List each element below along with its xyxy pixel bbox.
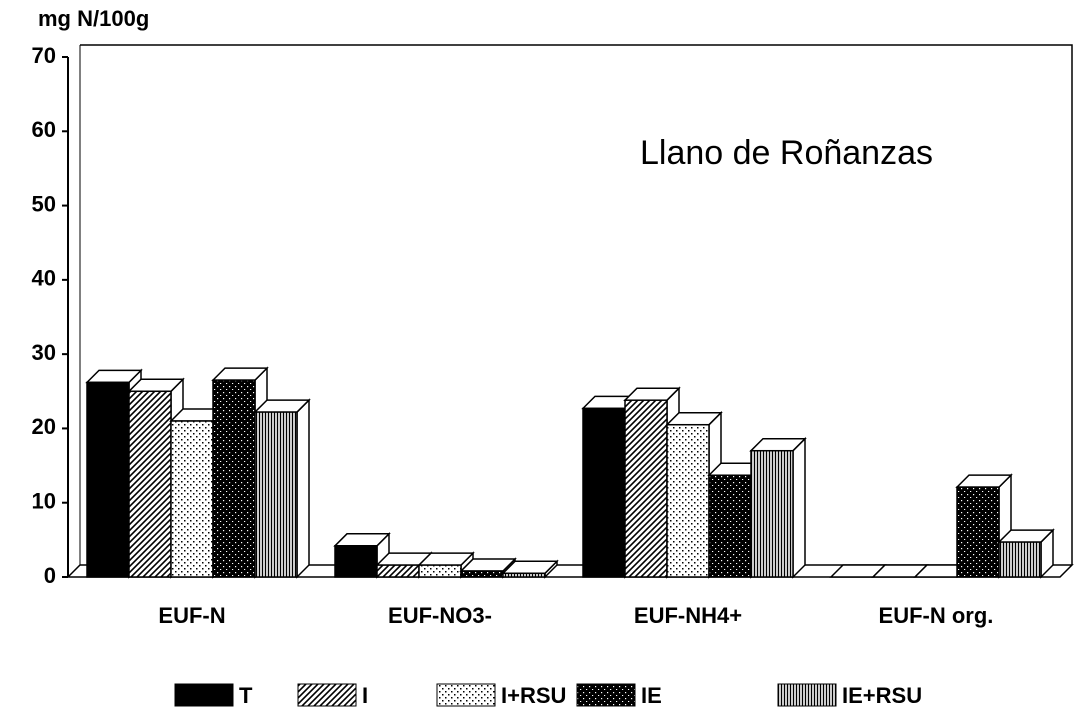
- legend-label: I: [362, 683, 368, 708]
- y-tick-label: 70: [32, 43, 56, 68]
- annotation: Llano de Roñanzas: [640, 134, 933, 172]
- bar: [170, 420, 214, 578]
- bar: [624, 399, 668, 578]
- y-tick-label: 30: [32, 340, 56, 365]
- bar: [418, 564, 462, 578]
- bar: [582, 407, 626, 578]
- x-tick-label: EUF-NO3-: [388, 603, 492, 628]
- bar-group: [749, 436, 807, 579]
- y-tick-label: 10: [32, 489, 56, 514]
- y-tick-label: 20: [32, 414, 56, 439]
- bar-group: [501, 559, 559, 579]
- legend-label: I+RSU: [501, 683, 566, 708]
- legend-swatch: [576, 683, 636, 707]
- back-wall: [80, 44, 1073, 565]
- legend-swatch: [436, 683, 496, 707]
- bar-side: [296, 398, 310, 579]
- y-tick-label: 50: [32, 191, 56, 216]
- bar: [666, 423, 710, 578]
- bar-side: [792, 436, 806, 579]
- x-tick-label: EUF-NH4+: [634, 603, 742, 628]
- x-tick-label: EUF-N: [158, 603, 225, 628]
- x-tick-label: EUF-N org.: [879, 603, 994, 628]
- y-tick-label: 0: [44, 563, 56, 588]
- bar: [212, 379, 256, 578]
- legend-label: IE+RSU: [842, 683, 922, 708]
- bar: [502, 572, 546, 578]
- legend-label: IE: [641, 683, 662, 708]
- bar: [128, 390, 172, 578]
- y-tick-label: 60: [32, 117, 56, 142]
- bar: [460, 570, 504, 578]
- legend-swatch: [297, 683, 357, 707]
- bar: [708, 474, 752, 578]
- bar: [86, 381, 130, 578]
- y-tick-label: 40: [32, 266, 56, 291]
- bar: [334, 545, 378, 578]
- legend-label: T: [239, 683, 253, 708]
- bar: [956, 486, 1000, 578]
- bar: [254, 411, 298, 578]
- legend-swatch: [174, 683, 234, 707]
- bar-group: [253, 398, 311, 579]
- bar: [998, 541, 1042, 578]
- bar: [750, 449, 794, 578]
- bar: [376, 564, 420, 578]
- y-axis-label: mg N/100g: [38, 6, 149, 31]
- bar-group: [997, 528, 1055, 579]
- legend-swatch: [777, 683, 837, 707]
